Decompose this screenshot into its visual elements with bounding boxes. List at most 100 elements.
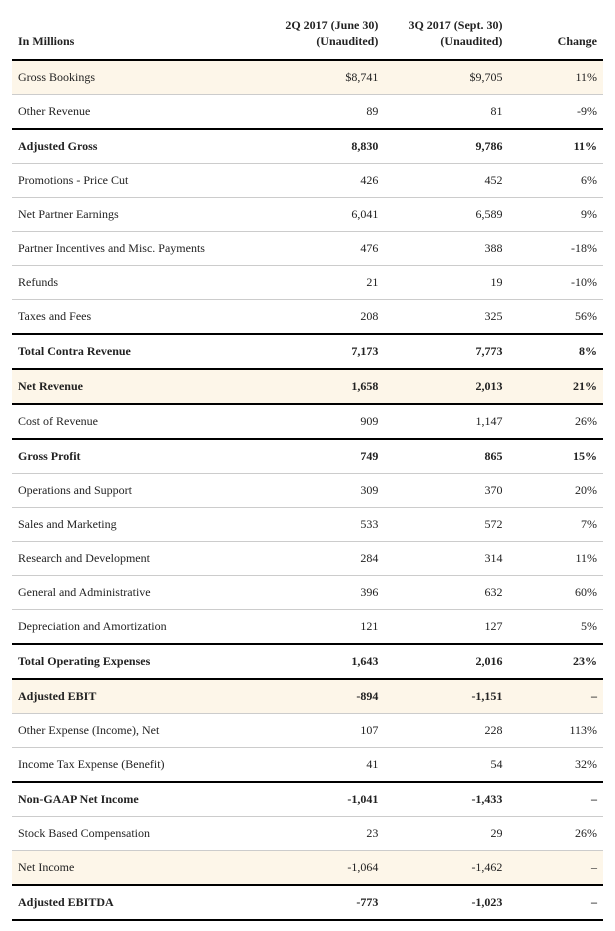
- table-row: Promotions - Price Cut4264526%: [12, 164, 603, 198]
- row-q3: 228: [384, 714, 508, 748]
- table-row: Adjusted EBIT-894-1,151–: [12, 679, 603, 714]
- row-label: Taxes and Fees: [12, 300, 260, 335]
- row-change: 5%: [508, 610, 603, 645]
- row-change: -10%: [508, 266, 603, 300]
- row-label: Refunds: [12, 266, 260, 300]
- table-row: Research and Development28431411%: [12, 542, 603, 576]
- row-label: Cost of Revenue: [12, 404, 260, 439]
- row-q3: -1,462: [384, 851, 508, 886]
- row-label: Sales and Marketing: [12, 508, 260, 542]
- row-label: Adjusted EBIT: [12, 679, 260, 714]
- row-q3: 1,147: [384, 404, 508, 439]
- row-change: 113%: [508, 714, 603, 748]
- row-label: Other Revenue: [12, 95, 260, 130]
- row-change: -9%: [508, 95, 603, 130]
- row-q3: 370: [384, 474, 508, 508]
- row-change: 21%: [508, 369, 603, 404]
- row-change: 7%: [508, 508, 603, 542]
- row-change: 9%: [508, 198, 603, 232]
- row-q2: 909: [260, 404, 384, 439]
- row-q3: 9,786: [384, 129, 508, 164]
- row-q3: 2,013: [384, 369, 508, 404]
- header-q3-line1: 3Q 2017 (Sept. 30): [408, 18, 502, 32]
- row-q2: 396: [260, 576, 384, 610]
- row-label: Stock Based Compensation: [12, 817, 260, 851]
- row-change: 26%: [508, 404, 603, 439]
- row-change: 6%: [508, 164, 603, 198]
- table-row: General and Administrative39663260%: [12, 576, 603, 610]
- row-q3: -1,151: [384, 679, 508, 714]
- row-label: Income Tax Expense (Benefit): [12, 748, 260, 783]
- row-q3: 632: [384, 576, 508, 610]
- row-label: Net Income: [12, 851, 260, 886]
- row-change: 23%: [508, 644, 603, 679]
- row-q2: 1,658: [260, 369, 384, 404]
- row-q2: 89: [260, 95, 384, 130]
- header-q2: 2Q 2017 (June 30) (Unaudited): [260, 10, 384, 60]
- table-row: Other Expense (Income), Net107228113%: [12, 714, 603, 748]
- table-row: Depreciation and Amortization1211275%: [12, 610, 603, 645]
- row-label: Operations and Support: [12, 474, 260, 508]
- table-row: Adjusted EBITDA-773-1,023–: [12, 885, 603, 920]
- row-q3: 314: [384, 542, 508, 576]
- row-q2: 41: [260, 748, 384, 783]
- row-q2: 107: [260, 714, 384, 748]
- header-change: Change: [508, 10, 603, 60]
- table-row: Net Revenue1,6582,01321%: [12, 369, 603, 404]
- row-q3: 127: [384, 610, 508, 645]
- table-row: Income Tax Expense (Benefit)415432%: [12, 748, 603, 783]
- row-q2: 749: [260, 439, 384, 474]
- row-q2: $8,741: [260, 60, 384, 95]
- header-q2-line1: 2Q 2017 (June 30): [285, 18, 378, 32]
- row-q2: -1,064: [260, 851, 384, 886]
- table-row: Sales and Marketing5335727%: [12, 508, 603, 542]
- row-label: Promotions - Price Cut: [12, 164, 260, 198]
- table-row: Net Partner Earnings6,0416,5899%: [12, 198, 603, 232]
- table-row: Other Revenue8981-9%: [12, 95, 603, 130]
- row-label: Net Partner Earnings: [12, 198, 260, 232]
- row-q3: 452: [384, 164, 508, 198]
- row-q3: 388: [384, 232, 508, 266]
- row-label: Other Expense (Income), Net: [12, 714, 260, 748]
- row-change: –: [508, 851, 603, 886]
- row-q2: 8,830: [260, 129, 384, 164]
- row-label: Non-GAAP Net Income: [12, 782, 260, 817]
- header-label: In Millions: [12, 10, 260, 60]
- row-q2: -773: [260, 885, 384, 920]
- row-q2: 533: [260, 508, 384, 542]
- row-q3: -1,023: [384, 885, 508, 920]
- table-row: Taxes and Fees20832556%: [12, 300, 603, 335]
- row-q2: -894: [260, 679, 384, 714]
- row-label: Research and Development: [12, 542, 260, 576]
- row-change: –: [508, 679, 603, 714]
- row-q2: 1,643: [260, 644, 384, 679]
- row-q2: 23: [260, 817, 384, 851]
- row-change: 8%: [508, 334, 603, 369]
- row-q2: 208: [260, 300, 384, 335]
- row-q3: 325: [384, 300, 508, 335]
- table-row: Total Contra Revenue7,1737,7738%: [12, 334, 603, 369]
- row-q2: 426: [260, 164, 384, 198]
- table-row: Non-GAAP Net Income-1,041-1,433–: [12, 782, 603, 817]
- row-label: Adjusted Gross: [12, 129, 260, 164]
- row-label: Total Contra Revenue: [12, 334, 260, 369]
- row-q3: 19: [384, 266, 508, 300]
- row-label: Gross Profit: [12, 439, 260, 474]
- table-row: Total Operating Expenses1,6432,01623%: [12, 644, 603, 679]
- row-q3: 6,589: [384, 198, 508, 232]
- row-q3: 7,773: [384, 334, 508, 369]
- row-change: 15%: [508, 439, 603, 474]
- row-q3: 54: [384, 748, 508, 783]
- row-change: 26%: [508, 817, 603, 851]
- table-row: Operations and Support30937020%: [12, 474, 603, 508]
- table-row: Partner Incentives and Misc. Payments476…: [12, 232, 603, 266]
- row-q2: 309: [260, 474, 384, 508]
- table-row: Gross Bookings$8,741$9,70511%: [12, 60, 603, 95]
- row-change: -18%: [508, 232, 603, 266]
- row-change: 32%: [508, 748, 603, 783]
- row-change: 11%: [508, 542, 603, 576]
- row-q2: 476: [260, 232, 384, 266]
- row-label: Depreciation and Amortization: [12, 610, 260, 645]
- row-change: 56%: [508, 300, 603, 335]
- header-q2-line2: (Unaudited): [316, 34, 378, 48]
